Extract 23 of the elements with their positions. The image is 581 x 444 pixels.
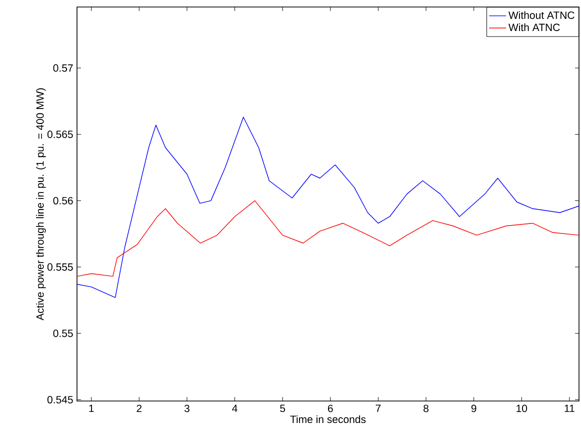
y-tick-label: 0.555 xyxy=(47,263,73,271)
y-tick-label: 0.57 xyxy=(53,64,73,72)
x-tick-label: 7 xyxy=(376,404,381,412)
y-tick-label: 0.545 xyxy=(47,396,73,404)
x-tick-label: 3 xyxy=(184,404,190,412)
y-tick-label: 0.55 xyxy=(53,330,73,338)
legend-label: With ATNC xyxy=(508,23,560,32)
x-tick-label: 11 xyxy=(564,404,574,412)
x-tick-label: 8 xyxy=(424,404,428,412)
x-tick-label: 1 xyxy=(89,404,94,412)
y-tick-label: 0.56 xyxy=(53,196,73,204)
x-tick-label: 10 xyxy=(516,404,528,412)
legend-label: Without ATNC xyxy=(508,11,574,19)
x-axis-title: Time in seconds xyxy=(290,415,366,424)
y-tick-label: 0.565 xyxy=(47,130,73,138)
x-tick-label: 9 xyxy=(471,404,476,412)
x-tick-label: 5 xyxy=(280,404,286,412)
x-tick-label: 6 xyxy=(328,404,333,412)
x-tick-label: 2 xyxy=(136,404,142,412)
x-tick-label: 4 xyxy=(232,404,238,412)
line-series xyxy=(77,116,580,298)
line-series xyxy=(77,200,580,277)
y-axis-title: Active power through line in pu. (1 pu. = 400 MW) xyxy=(36,88,46,320)
